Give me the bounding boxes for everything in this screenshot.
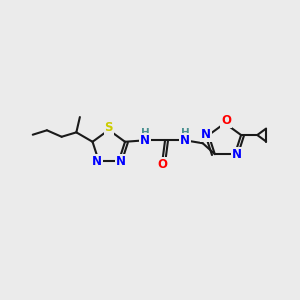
Text: H: H <box>181 128 190 138</box>
Text: N: N <box>92 155 102 168</box>
Text: N: N <box>232 148 242 161</box>
Text: H: H <box>141 128 149 138</box>
Text: N: N <box>201 128 211 141</box>
Text: S: S <box>104 121 113 134</box>
Text: O: O <box>157 158 167 171</box>
Text: N: N <box>180 134 190 147</box>
Text: N: N <box>140 134 150 147</box>
Text: O: O <box>221 114 231 128</box>
Text: N: N <box>116 155 126 168</box>
